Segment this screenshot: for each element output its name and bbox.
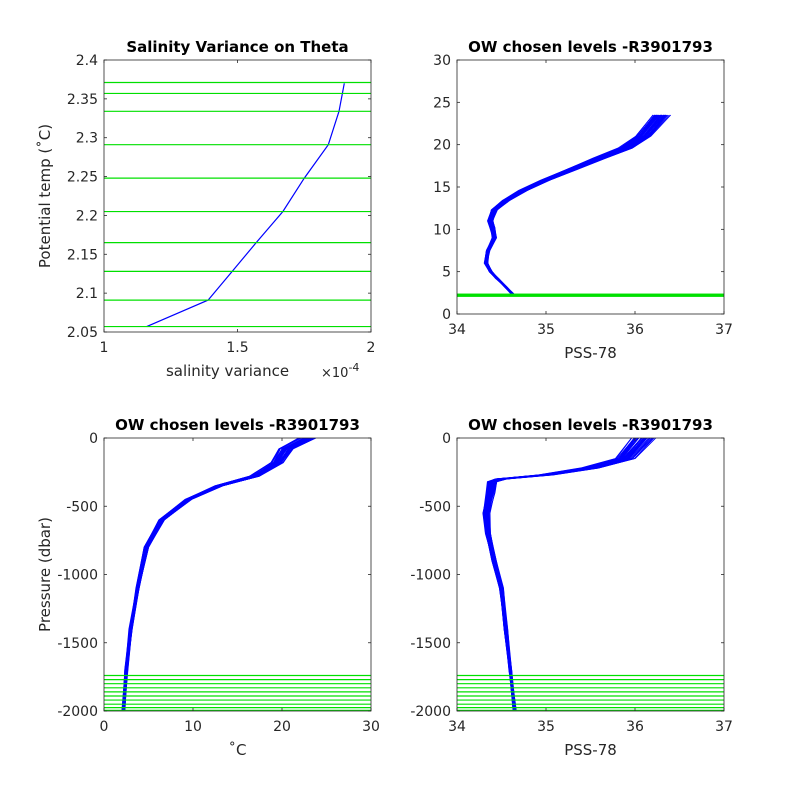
y-tick-label: -2000 — [410, 704, 451, 720]
chart-title: OW chosen levels -R3901793 — [468, 38, 713, 56]
x-tick-label: 20 — [273, 719, 291, 735]
plot-area — [457, 60, 724, 314]
profile-line-39 — [123, 438, 309, 711]
panel-temp-pressure: 0 10 20 30 -2000 -1500 -1000 -500 0 OW chosen lev… — [36, 416, 380, 759]
x-axis-multiplier: ×10-4 — [321, 361, 359, 381]
plot-data — [104, 438, 371, 711]
plot-data — [457, 114, 724, 297]
y-tick-label: 2.1 — [76, 286, 98, 302]
profile-line-39 — [487, 114, 668, 295]
profile-line-37 — [123, 438, 311, 711]
x-tick-label: 36 — [626, 322, 644, 338]
plot-data — [457, 438, 724, 711]
y-tick-label: -2000 — [57, 704, 98, 720]
panel-salinity-variance: 1 1.5 2 2.05 2.1 2.15 2.2 2.25 2.3 2.35 2.4 Salinit… — [36, 38, 375, 381]
chart-title: OW chosen levels -R3901793 — [115, 416, 360, 434]
y-tick-label: 2.35 — [67, 92, 98, 108]
profile-line-39 — [483, 438, 636, 711]
y-tick-label: 10 — [433, 222, 451, 238]
x-tick-label: 34 — [448, 719, 466, 735]
x-tick-label: 1 — [100, 340, 109, 356]
x-tick-label: 36 — [626, 719, 644, 735]
y-tick-label: -500 — [419, 499, 451, 515]
plot-data — [104, 81, 371, 328]
plot-area — [104, 438, 371, 711]
profile-line-38 — [123, 438, 310, 711]
profile-line-38 — [486, 114, 662, 295]
x-tick-label: 35 — [537, 322, 555, 338]
y-tick-label: 0 — [442, 431, 451, 447]
y-tick-label: 25 — [433, 95, 451, 111]
x-tick-label: 35 — [537, 719, 555, 735]
plot-area — [457, 438, 724, 711]
y-tick-label: 15 — [433, 180, 451, 196]
y-tick-label: -500 — [66, 499, 98, 515]
x-tick-label: 10 — [184, 719, 202, 735]
x-axis-multiplier-base: ×10 — [321, 366, 348, 381]
x-tick-label: 30 — [362, 719, 380, 735]
x-axis-multiplier-exponent: -4 — [348, 361, 359, 374]
panel-salinity-pressure: 34 35 36 37 -2000 -1500 -1000 -500 0 OW chosen le… — [410, 416, 733, 759]
chart-title: Salinity Variance on Theta — [126, 38, 348, 56]
x-tick-label: 0 — [100, 719, 109, 735]
x-axis-label: ˚C — [229, 741, 247, 759]
y-axis-label: Pressure (dbar) — [36, 517, 54, 632]
y-tick-label: 2.2 — [76, 208, 98, 224]
y-tick-label: 2.4 — [76, 53, 98, 69]
y-tick-label: 2.15 — [67, 247, 98, 263]
x-axis-label: salinity variance — [166, 362, 289, 380]
y-tick-label: 2.3 — [76, 131, 98, 147]
chart-title: OW chosen levels -R3901793 — [468, 416, 713, 434]
y-tick-label: -1000 — [57, 568, 98, 584]
y-tick-label: 0 — [442, 307, 451, 323]
x-tick-label: 34 — [448, 322, 466, 338]
y-tick-label: 2.25 — [67, 170, 98, 186]
x-tick-label: 37 — [715, 719, 733, 735]
y-tick-label: -1000 — [410, 568, 451, 584]
x-tick-label: 2 — [367, 340, 376, 356]
y-tick-label: 30 — [433, 53, 451, 69]
x-tick-label: 1.5 — [226, 340, 248, 356]
y-axis-label: Potential temp (˚C) — [36, 124, 54, 268]
x-tick-label: 37 — [715, 322, 733, 338]
profile-line-38 — [487, 438, 654, 711]
y-tick-label: 20 — [433, 138, 451, 154]
y-tick-label: -1500 — [410, 636, 451, 652]
plot-area — [104, 60, 371, 332]
x-axis-label: PSS-78 — [564, 344, 617, 362]
x-axis-label: PSS-78 — [564, 741, 617, 759]
y-tick-label: 2.05 — [67, 325, 98, 341]
y-tick-label: -1500 — [57, 636, 98, 652]
y-tick-label: 0 — [89, 431, 98, 447]
y-tick-label: 5 — [442, 265, 451, 281]
panel-salinity-theta: 34 35 36 37 0 5 10 15 20 25 30 OW chosen levels -R3… — [433, 38, 733, 362]
